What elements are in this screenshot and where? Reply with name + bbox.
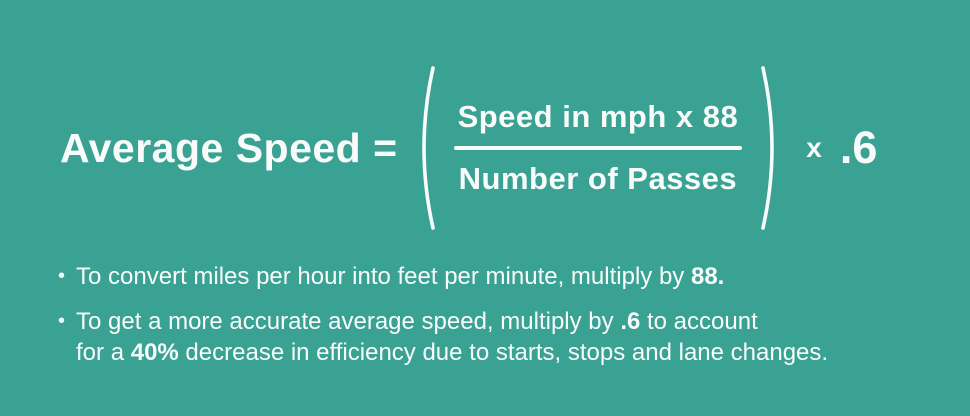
fraction-denominator: Number of Passes — [458, 161, 738, 196]
note-text: To get a more accurate average speed, mu… — [76, 308, 829, 366]
multiply-operator: x — [806, 132, 822, 163]
formula-fraction: Speed in mph x 88 Number of Passes — [442, 99, 755, 197]
note-text: To convert miles per hour into feet per … — [76, 263, 725, 290]
formula-lhs: Average Speed = — [60, 124, 398, 171]
note-item: • To convert miles per hour into feet per… — [58, 261, 940, 292]
bullet-glyph: • — [58, 310, 66, 332]
fraction-numerator: Speed in mph x 88 — [457, 99, 739, 134]
multiply-factor: .6 — [839, 122, 878, 173]
fraction-bar — [453, 146, 743, 150]
close-parenthesis — [761, 66, 775, 230]
average-speed-formula: Average Speed = Speed in mph x 88 Number… — [0, 46, 970, 250]
note-item: • To get a more accurate average speed, m… — [58, 306, 940, 368]
notes-list: • To convert miles per hour into feet per… — [58, 261, 940, 382]
open-parenthesis — [421, 66, 435, 230]
formula-multiplier: x .6 — [806, 122, 877, 174]
bullet-glyph: • — [58, 265, 66, 287]
